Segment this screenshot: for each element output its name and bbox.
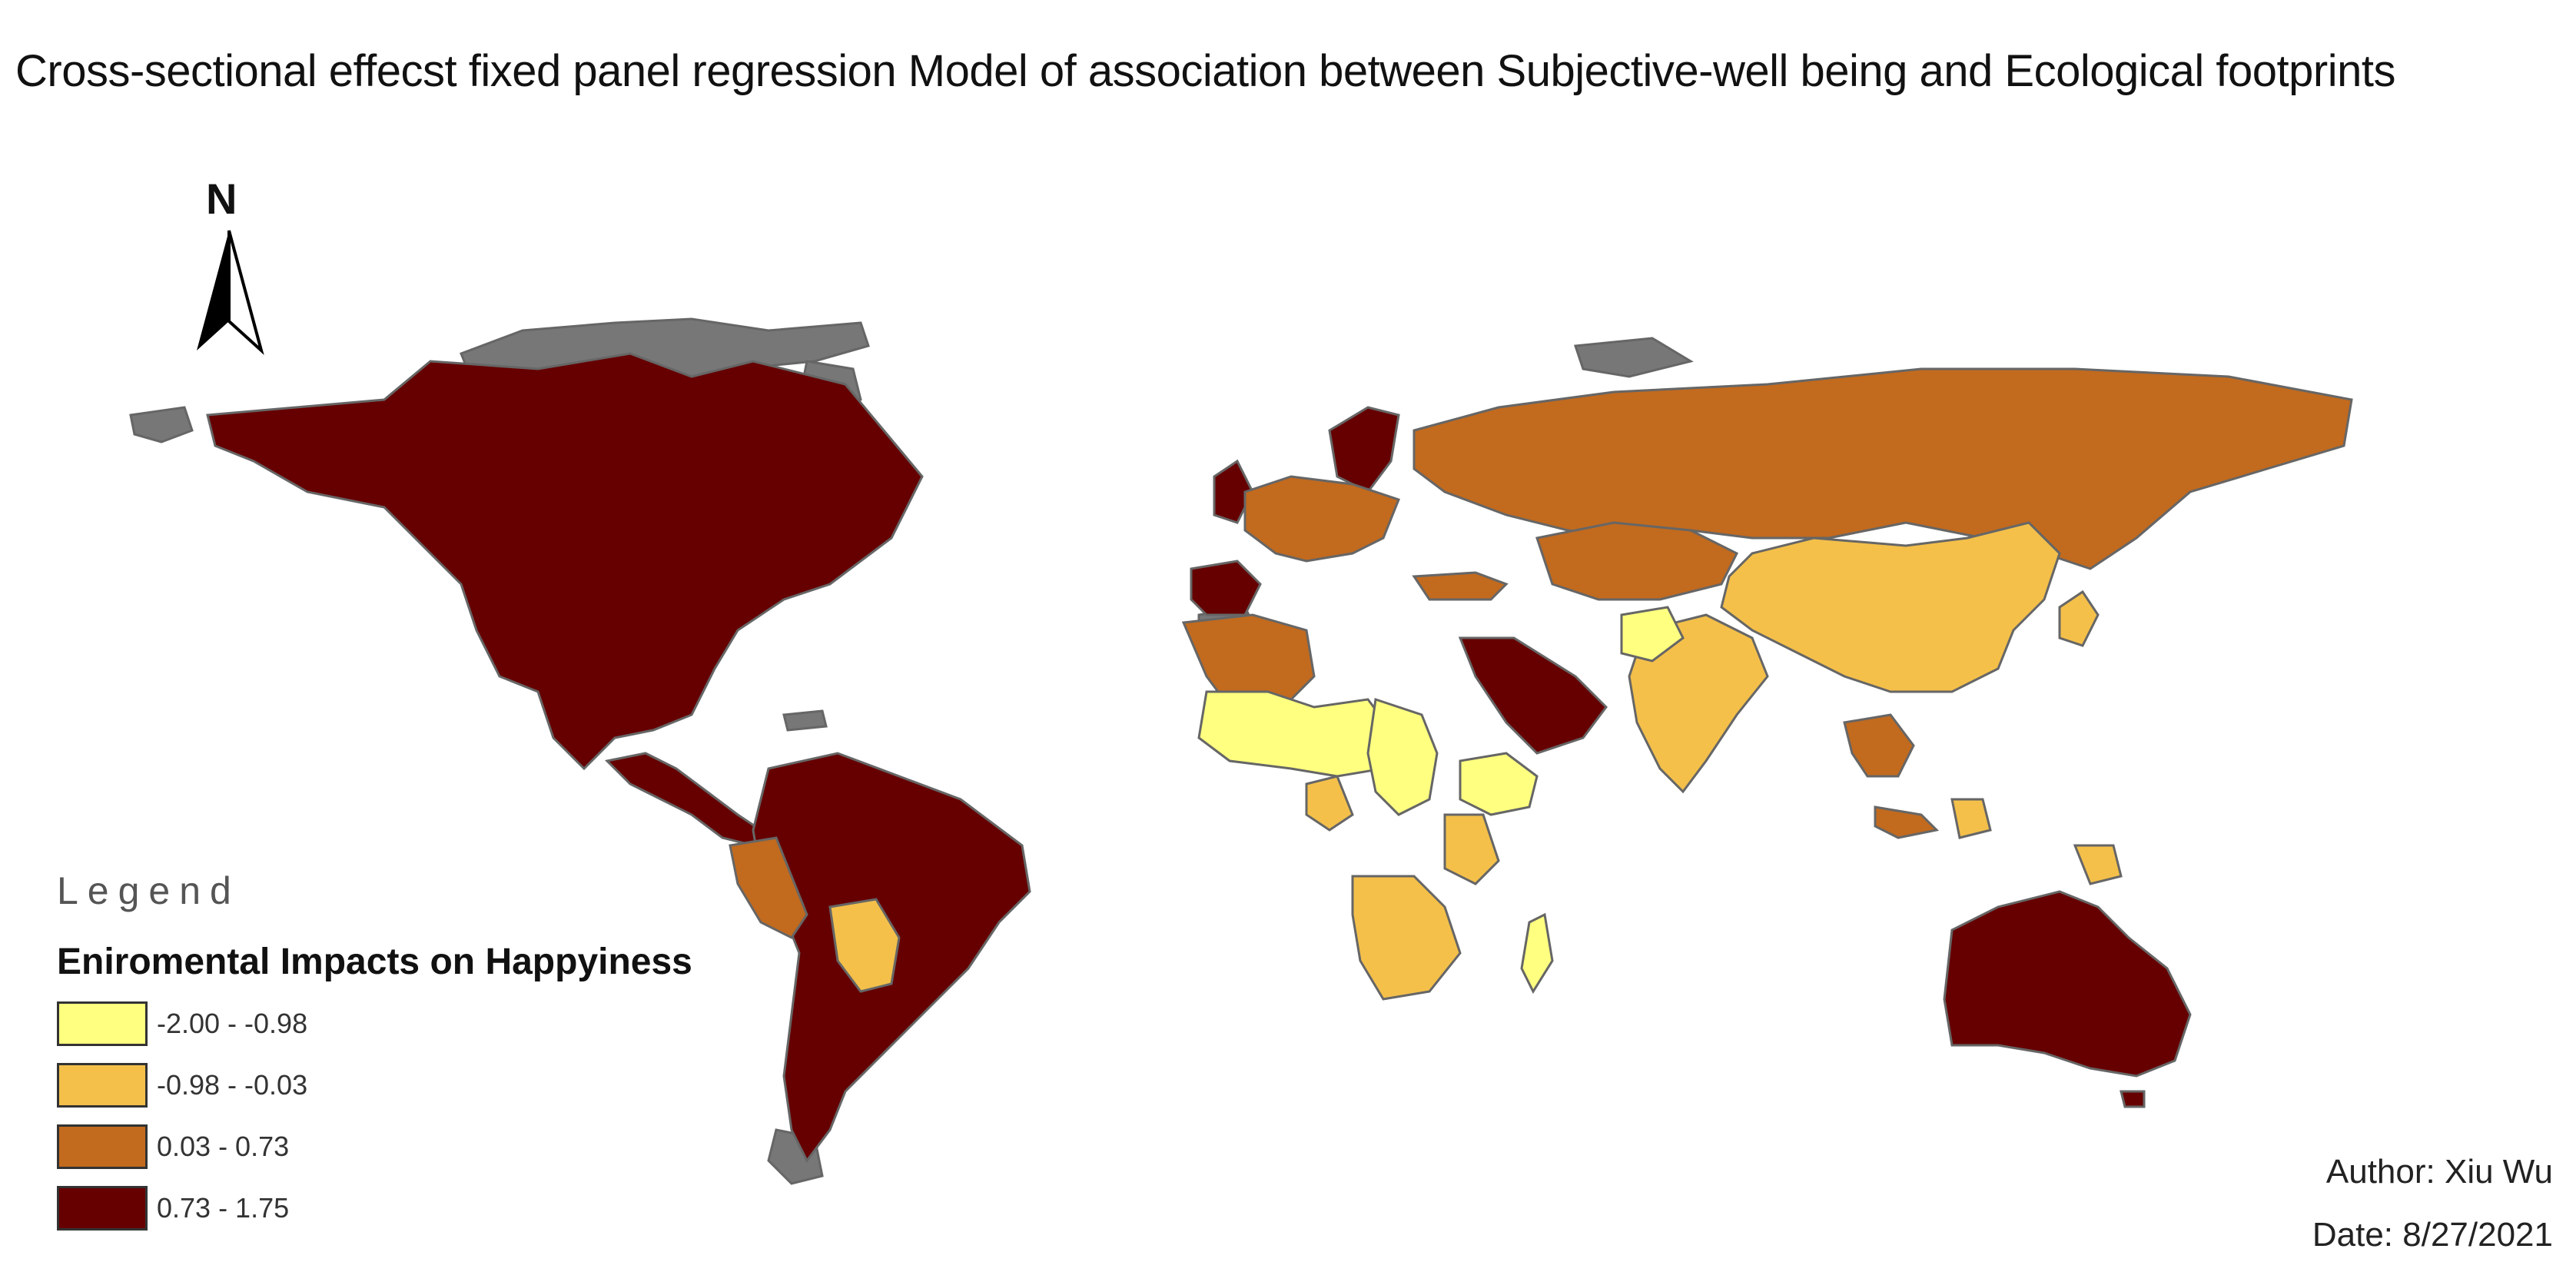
kazakhstan (1535, 521, 1739, 601)
legend-heading: Legend (57, 869, 241, 912)
class-3-countries (729, 367, 2353, 939)
russia (1412, 367, 2353, 570)
tasmania (2120, 1090, 2146, 1108)
legend-label: 0.73 - 1.75 (157, 1192, 290, 1224)
west-africa (1305, 775, 1354, 832)
bolivia (828, 898, 901, 993)
arctic-russia-islands (1573, 337, 1694, 378)
southern-africa (1351, 875, 1462, 1001)
australia (1943, 890, 2192, 1078)
europe (1243, 475, 1400, 563)
north-arrow-label: N (206, 174, 237, 223)
oceania-islands (1950, 798, 1992, 839)
alaska-west (129, 406, 194, 443)
north-america (206, 352, 924, 771)
north-africa (1181, 613, 1316, 709)
map-legend: Legend Eniromental Impacts on Happyiness… (57, 869, 692, 1246)
legend-label: -0.98 - -0.03 (157, 1069, 308, 1101)
legend-swatch (57, 1186, 148, 1231)
north-arrow-icon (197, 230, 264, 356)
japan (2058, 590, 2100, 647)
china (1720, 521, 2061, 693)
author-credit: Author: Xiu Wu (2325, 1153, 2553, 1191)
legend-swatch (57, 1001, 148, 1046)
legend-item: -0.98 - -0.03 (57, 1061, 692, 1109)
iberia (1190, 560, 1262, 616)
india (1628, 613, 1769, 794)
central-africa (1366, 698, 1439, 816)
southeast-asia (1843, 713, 1915, 778)
central-america (604, 752, 762, 847)
legend-label: -2.00 - -0.98 (157, 1008, 308, 1039)
legend-subtitle: Eniromental Impacts on Happyiness (57, 942, 692, 982)
png (2073, 844, 2123, 885)
map-title: Cross-sectional effecst fixed panel regr… (15, 46, 2395, 96)
class-1-countries (1197, 606, 1685, 995)
legend-item: 0.03 - 0.73 (57, 1123, 692, 1171)
legend-swatch (57, 1124, 148, 1169)
legend-item: 0.73 - 1.75 (57, 1184, 692, 1232)
horn-of-africa (1459, 752, 1539, 816)
legend-swatch (57, 1063, 148, 1108)
legend-item: -2.00 - -0.98 (57, 1000, 692, 1048)
peru (729, 836, 808, 939)
arabian-peninsula (1458, 636, 1608, 755)
afghanistan-region (1620, 606, 1685, 663)
turkey (1412, 571, 1509, 601)
madagascar (1520, 912, 1554, 995)
caribbean-grey (782, 709, 828, 732)
west-sahel (1197, 690, 1393, 778)
east-africa (1443, 813, 1500, 885)
indonesia (1874, 805, 1940, 839)
date-credit: Date: 8/27/2021 (2312, 1216, 2553, 1254)
class-2-countries (828, 521, 2123, 1001)
scandinavia (1328, 406, 1400, 493)
legend-label: 0.03 - 0.73 (157, 1131, 290, 1162)
